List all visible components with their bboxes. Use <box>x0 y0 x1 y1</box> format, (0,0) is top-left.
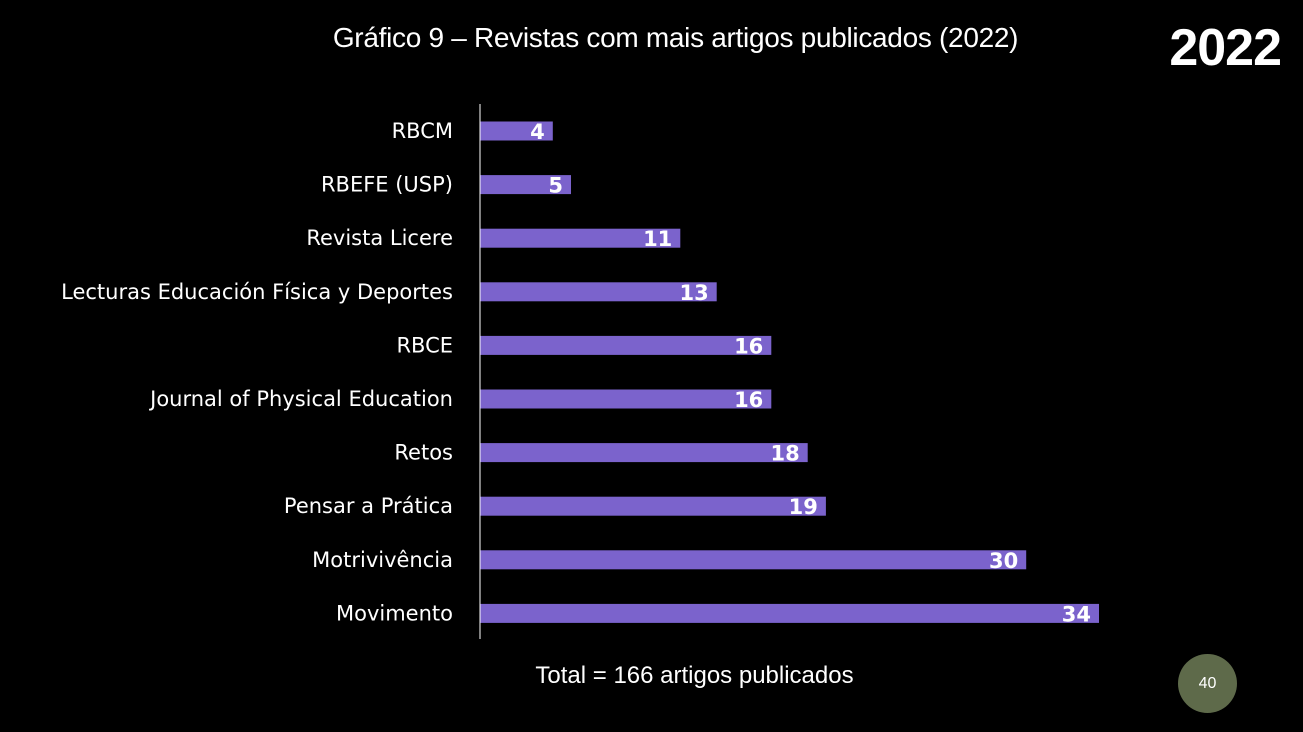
category-label: Revista Licere <box>306 226 453 250</box>
data-label: 13 <box>679 281 708 305</box>
category-label: Movimento <box>336 601 453 625</box>
data-label: 30 <box>989 549 1018 573</box>
bar <box>480 389 772 409</box>
data-label: 34 <box>1062 602 1091 626</box>
year-badge: 2022 <box>1169 19 1282 77</box>
data-label: 18 <box>770 442 799 466</box>
data-label: 5 <box>548 174 563 198</box>
bar <box>480 121 553 141</box>
category-label: Lecturas Educación Física y Deportes <box>61 280 453 304</box>
bar <box>480 228 681 248</box>
bar <box>480 282 717 302</box>
bar <box>480 443 808 463</box>
bar <box>480 175 571 195</box>
bar <box>480 496 826 516</box>
data-label: 11 <box>643 227 672 251</box>
page-number-badge: 40 <box>1178 654 1237 713</box>
bars-layer <box>480 121 1099 623</box>
category-label: RBEFE (USP) <box>321 173 453 197</box>
data-label: 19 <box>789 495 818 519</box>
category-label: RBCE <box>396 333 453 357</box>
category-label: Pensar a Prática <box>284 494 453 518</box>
category-label: Motrivivência <box>312 548 453 572</box>
bar <box>480 335 772 355</box>
total-note: Total = 166 artigos publicados <box>535 662 854 689</box>
data-label: 16 <box>734 334 763 358</box>
chart-title: Gráfico 9 – Revistas com mais artigos pu… <box>332 22 1019 53</box>
category-labels-layer: RBCM RBEFE (USP) Revista Licere Lecturas Ed… <box>61 119 453 625</box>
category-label: RBCM <box>392 119 453 143</box>
data-label: 4 <box>530 120 545 144</box>
category-label: Journal of Physical Education <box>148 387 453 411</box>
data-label: 16 <box>734 388 763 412</box>
bar <box>480 550 1027 570</box>
data-labels-layer: 4 5 11 13 16 16 18 19 30 34 <box>530 120 1091 626</box>
category-label: Retos <box>394 441 453 465</box>
bar <box>480 603 1099 623</box>
